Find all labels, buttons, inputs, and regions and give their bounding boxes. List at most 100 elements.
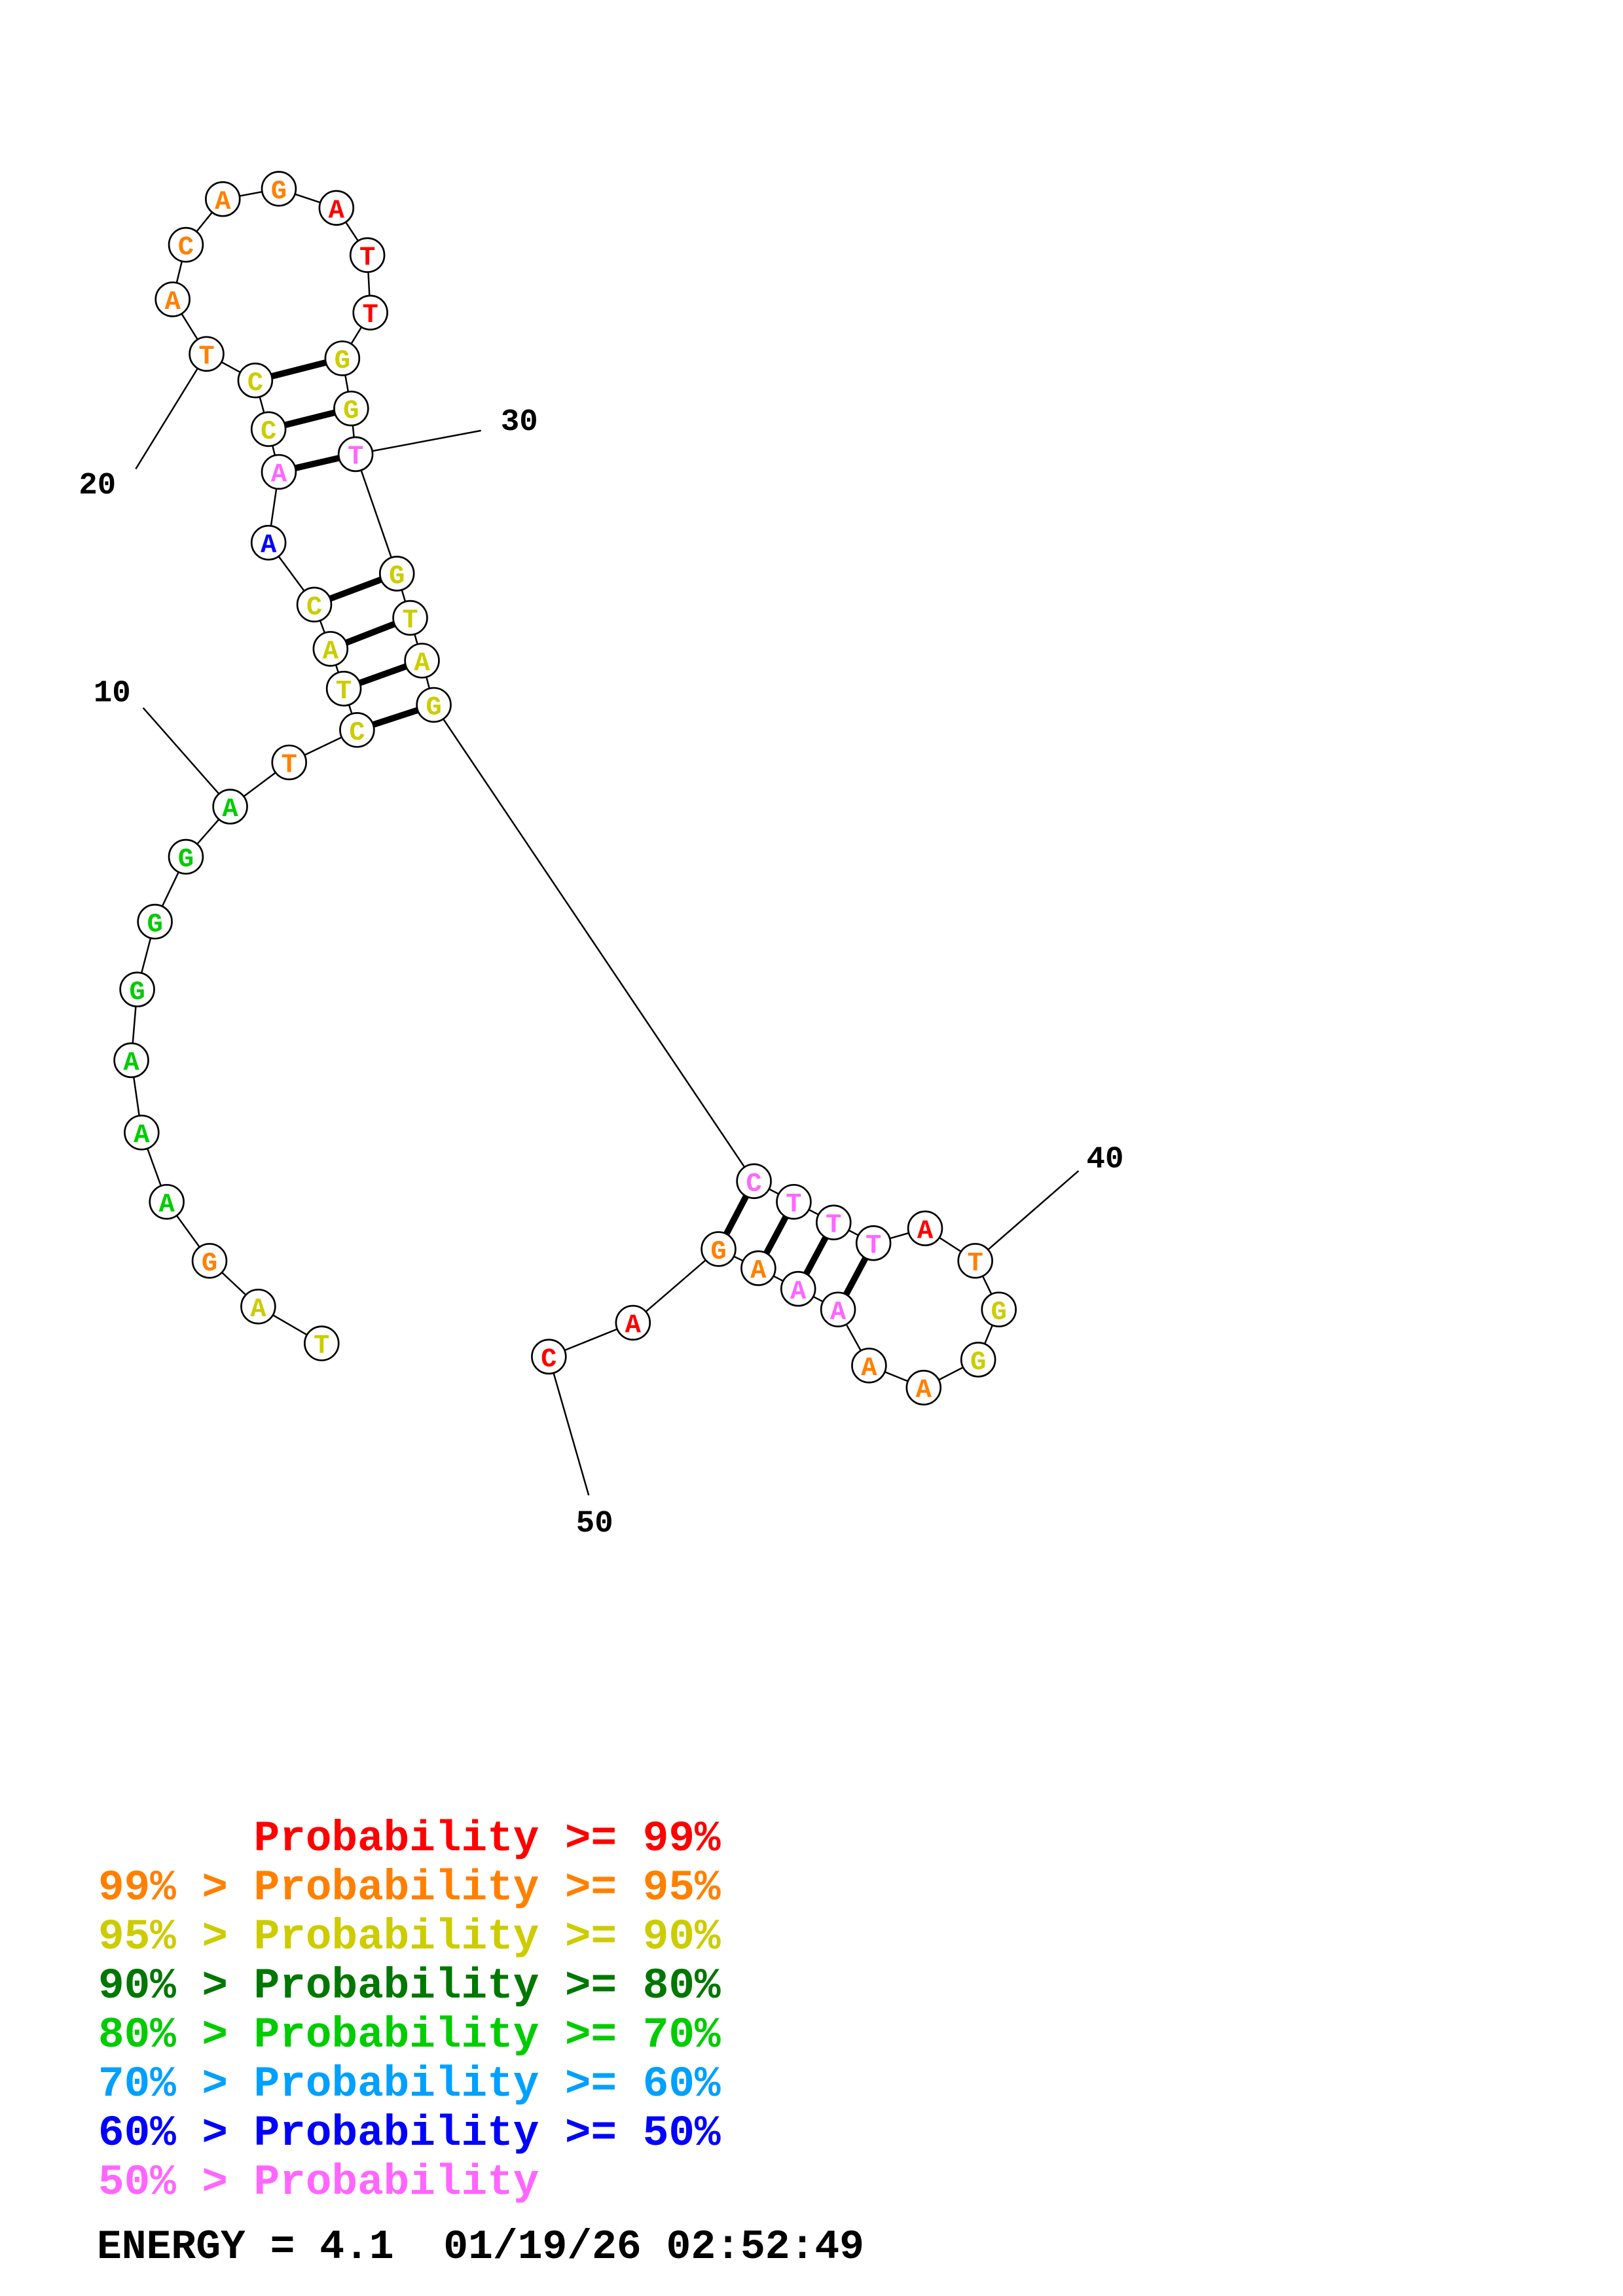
nucleotide-letter: A — [250, 1295, 266, 1325]
nucleotide-circle — [155, 281, 191, 317]
nucleotide-letter: A — [414, 649, 430, 679]
nucleotide-circle — [324, 340, 361, 376]
position-label: 20 — [79, 469, 116, 503]
nucleotide-letter: T — [198, 342, 214, 372]
nucleotide-letter: C — [541, 1344, 556, 1374]
backbone-line — [632, 1248, 720, 1323]
nucleotide-letter: A — [917, 1216, 934, 1246]
nucleotide-letter: A — [861, 1354, 877, 1384]
nucleotide-circle — [205, 181, 241, 217]
nucleotide-circle — [113, 1042, 149, 1079]
legend-line: 50% > Probability — [98, 2158, 539, 2207]
nucleotide-letter: T — [362, 300, 378, 331]
nucleotide-letter: C — [178, 233, 194, 263]
nucleotide-letter: T — [402, 606, 418, 636]
nucleotide-letter: A — [222, 795, 238, 825]
nucleotide-letter: A — [323, 637, 339, 667]
nucleotide-circle — [149, 1183, 185, 1220]
nucleotide-letter: G — [178, 845, 194, 875]
nucleotide-circle — [404, 643, 440, 679]
nucleotide-circle — [416, 687, 452, 723]
nucleotide-letter: T — [786, 1190, 801, 1220]
nucleotide-circle — [957, 1243, 993, 1279]
leader-line — [135, 353, 208, 470]
leader-line — [355, 429, 481, 456]
nucleotide-letter: G — [426, 693, 441, 723]
nucleotide-circle — [119, 971, 155, 1008]
nucleotide-letter: A — [165, 287, 181, 317]
nucleotide-circle — [124, 1115, 160, 1151]
nucleotide-letter: C — [306, 592, 322, 622]
nucleotide-letter: T — [336, 677, 352, 707]
nucleotide-letter: G — [271, 177, 287, 207]
nucleotide-letter: A — [830, 1297, 847, 1327]
leader-line — [548, 1356, 590, 1496]
nucleotide-circle — [701, 1231, 737, 1267]
legend-line: 60% > Probability >= 50% — [98, 2109, 721, 2158]
leader-line — [142, 707, 231, 808]
nucleotide-circle — [337, 436, 374, 473]
nucleotide-circle — [237, 363, 274, 399]
nucleotide-circle — [907, 1210, 943, 1247]
leader-line — [974, 1170, 1080, 1262]
nucleotide-circle — [189, 336, 225, 372]
nucleotide-circle — [820, 1291, 856, 1327]
nucleotide-circle — [137, 903, 173, 940]
nucleotide-circle — [378, 556, 415, 592]
nucleotide-letter: A — [158, 1190, 175, 1220]
nucleotide-letter: T — [348, 442, 363, 473]
nucleotide-circle — [168, 838, 204, 875]
nucleotide-circle — [261, 171, 297, 207]
nucleotide-circle — [780, 1270, 816, 1307]
nucleotide-circle — [318, 190, 355, 226]
nucleotide-letter: C — [349, 718, 365, 748]
position-label: 30 — [501, 405, 538, 440]
nucleotide-letter: G — [147, 910, 162, 940]
legend-line: 95% > Probability >= 90% — [98, 1912, 721, 1962]
nucleotide-letter: G — [202, 1249, 217, 1279]
nucleotide-circle — [312, 631, 349, 667]
nucleotide-letter: T — [282, 750, 297, 780]
legend-line: 99% > Probability >= 95% — [98, 1863, 721, 1912]
nucleotide-letter: C — [261, 417, 276, 447]
nucleotide-circle — [304, 1325, 340, 1361]
nucleotide-letter: G — [389, 562, 405, 592]
nucleotide-circle — [851, 1348, 887, 1384]
nucleotide-circle — [296, 586, 333, 623]
legend-line: 70% > Probability >= 60% — [98, 2060, 721, 2109]
nucleotide-circle — [740, 1250, 776, 1286]
nucleotide-letter: A — [790, 1277, 807, 1307]
nucleotide-circle — [352, 295, 388, 331]
nucleotide-circle — [981, 1291, 1017, 1327]
nucleotide-letter: T — [967, 1249, 983, 1279]
nucleotide-letter: T — [866, 1231, 881, 1261]
nucleotide-letter: G — [991, 1297, 1007, 1327]
nucleotide-circle — [905, 1369, 942, 1406]
backbone-line — [433, 704, 755, 1182]
legend-line: 80% > Probability >= 70% — [98, 2011, 721, 2060]
nucleotide-letter: A — [916, 1376, 932, 1406]
nucleotide-circle — [392, 600, 428, 636]
nucleotide-letter: C — [247, 368, 263, 399]
nucleotide-circle — [261, 454, 297, 490]
nucleotide-letter: T — [359, 243, 375, 273]
nucleotide-letter: A — [329, 196, 345, 226]
nucleotide-circle — [349, 237, 386, 274]
nucleotide-circle — [339, 711, 375, 748]
nucleotide-circle — [240, 1288, 276, 1325]
position-label: 40 — [1087, 1142, 1124, 1177]
energy-text: ENERGY = 4.1 01/19/26 02:52:49 — [97, 2224, 864, 2270]
nucleotide-circle — [531, 1338, 567, 1375]
nucleotide-letter: A — [134, 1121, 150, 1151]
nucleotide-letter: T — [314, 1331, 329, 1361]
legend-line: 90% > Probability >= 80% — [98, 1962, 721, 2011]
nucleotide-letter: G — [335, 346, 350, 376]
nucleotide-circle — [855, 1225, 892, 1261]
legend: Probability >= 99% 99% > Probability >= 9… — [98, 1814, 721, 2207]
nucleotide-letter: A — [750, 1256, 767, 1286]
nucleotide-letter: C — [746, 1169, 761, 1199]
nucleotide-circle — [191, 1243, 228, 1279]
nucleotide-circle — [168, 226, 204, 263]
